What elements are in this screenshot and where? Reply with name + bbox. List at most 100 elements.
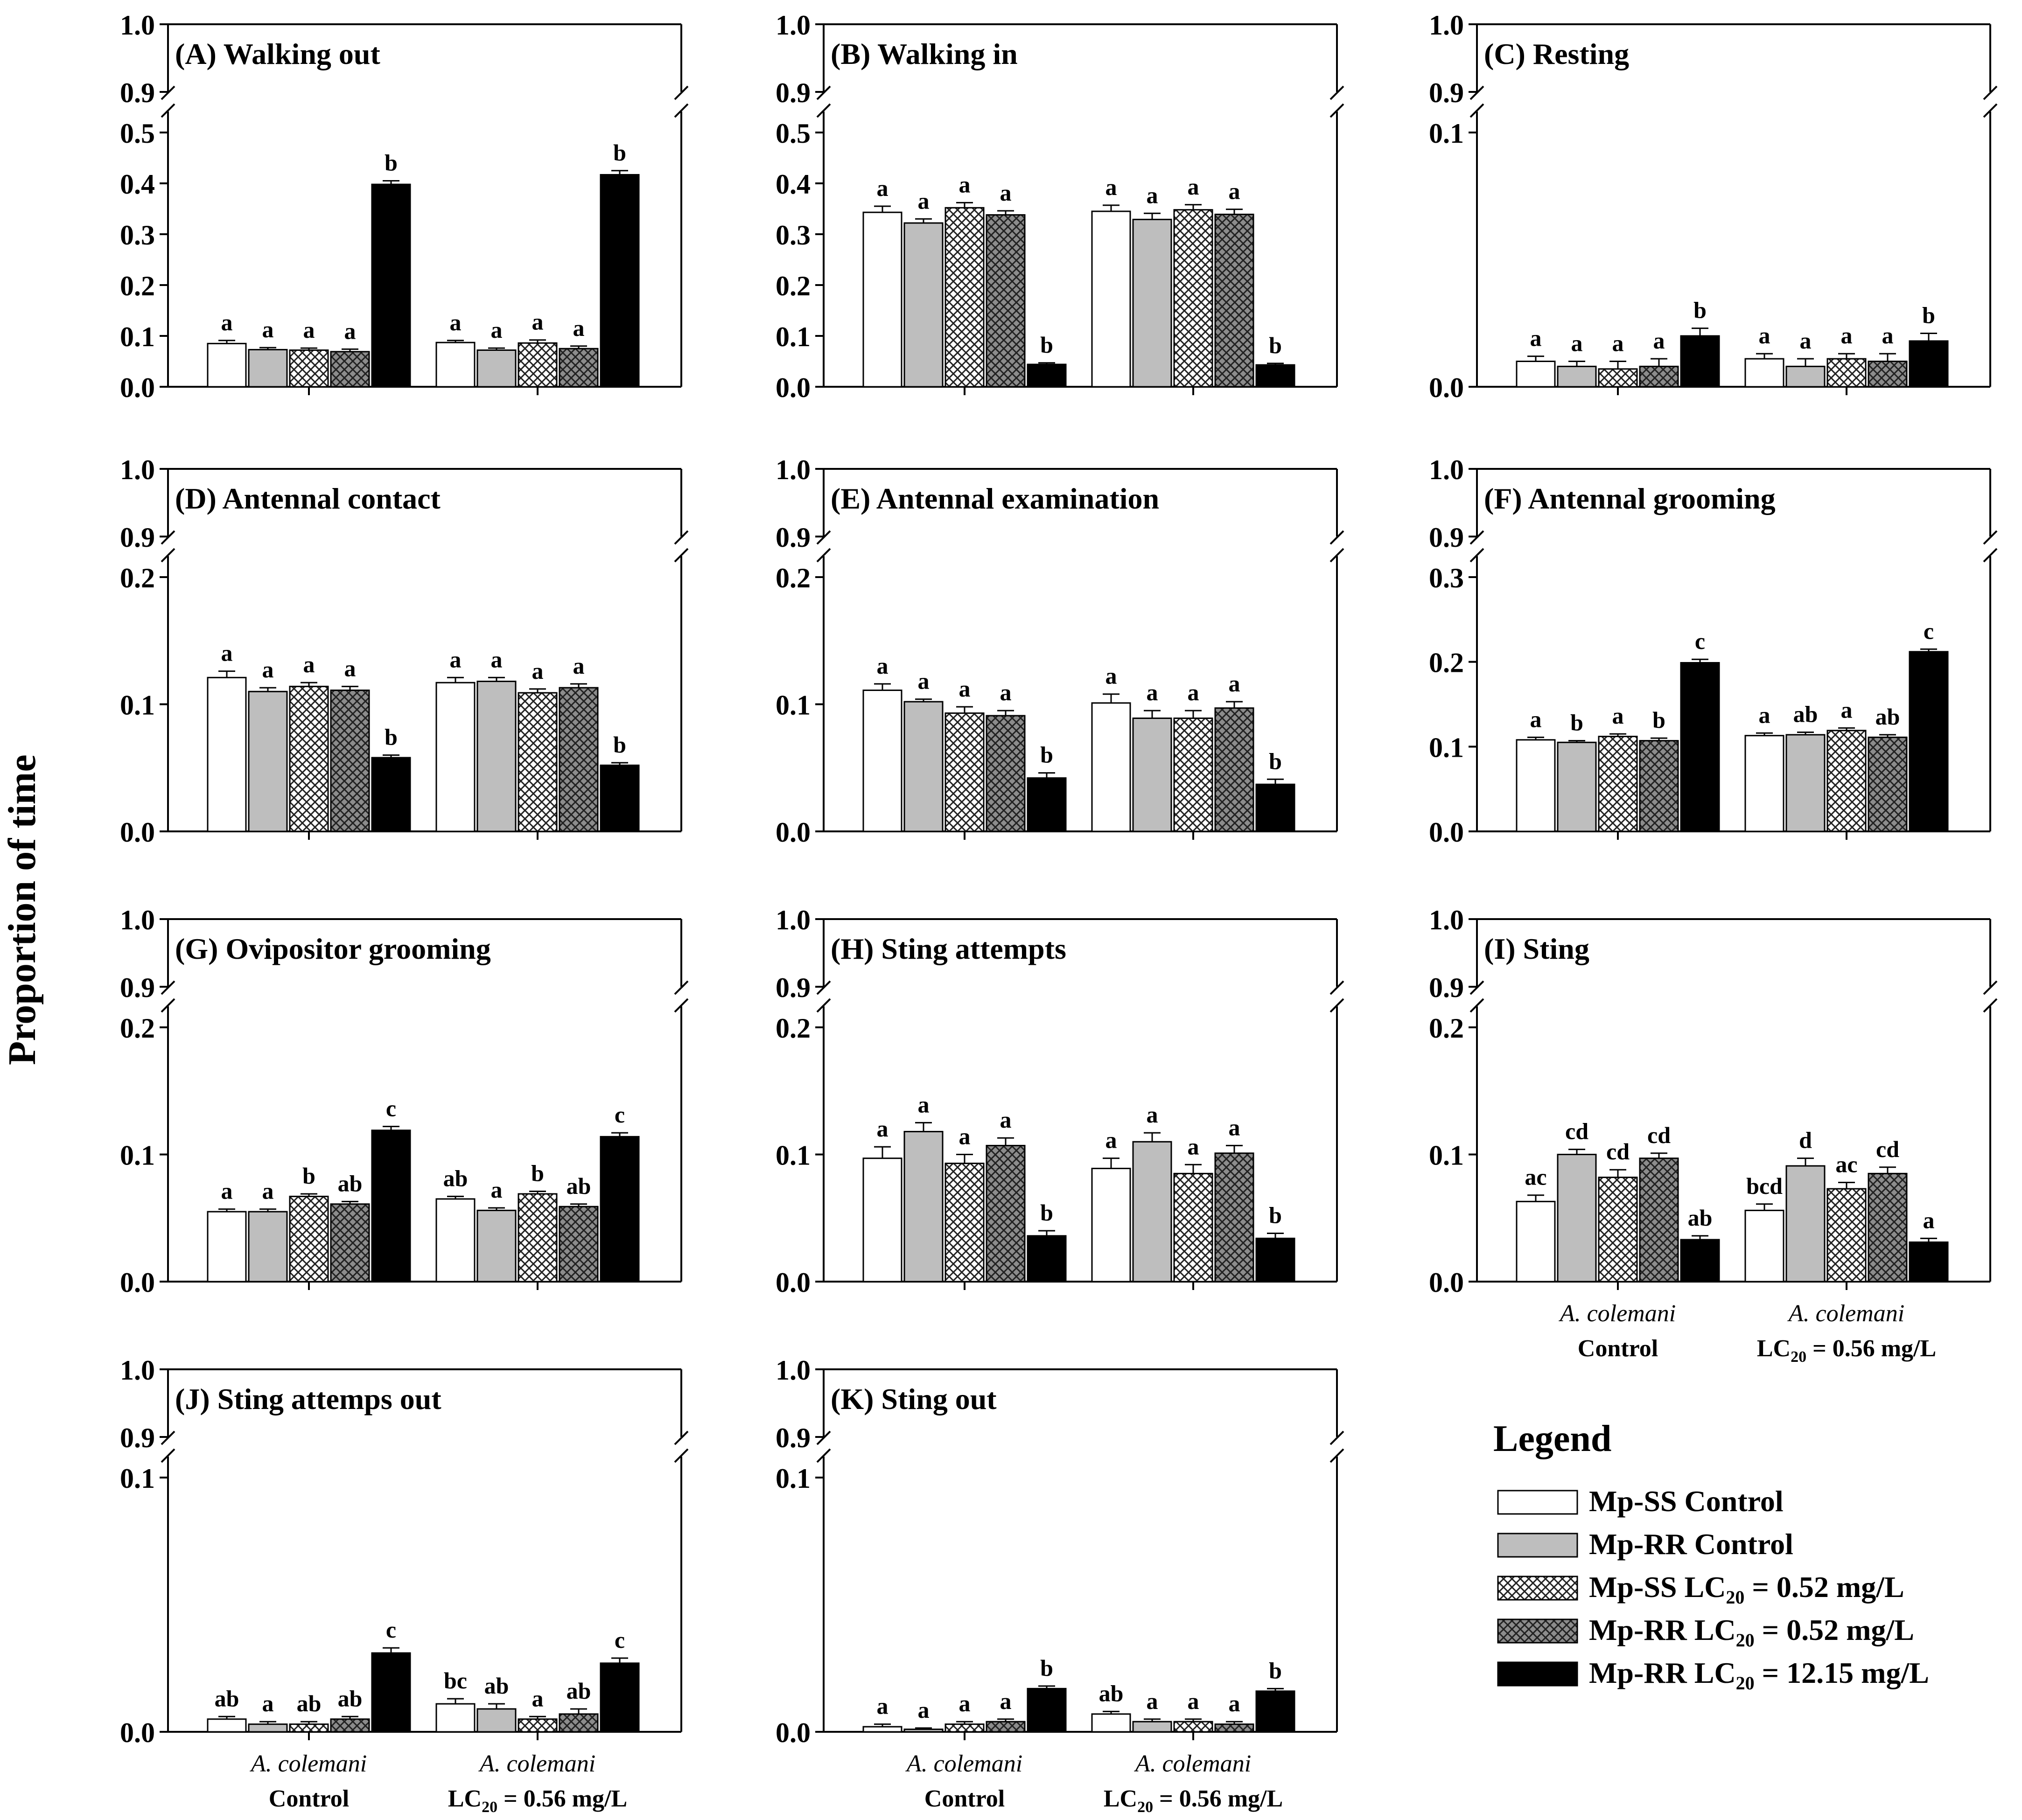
- significance-letter: a: [1188, 1688, 1199, 1714]
- significance-letter: a: [1229, 1690, 1240, 1716]
- significance-letter: a: [1882, 322, 1894, 349]
- bar: [1132, 218, 1172, 388]
- y-tick-label: 0.9: [776, 522, 811, 553]
- bar: [1785, 734, 1826, 832]
- significance-letter: a: [1188, 679, 1199, 705]
- axis-break-mark: [1329, 980, 1344, 1013]
- bar: [1744, 1209, 1784, 1283]
- bar: [1173, 1172, 1213, 1283]
- bar: [1173, 1721, 1213, 1733]
- bar: [1027, 777, 1067, 832]
- y-tick-label: 0.1: [1429, 732, 1464, 763]
- significance-letter: a: [1105, 663, 1117, 689]
- significance-letter: ab: [484, 1673, 509, 1699]
- y-tick-label: 0.1: [776, 1463, 811, 1494]
- y-tick-label: 0.5: [120, 118, 155, 149]
- bar: [1255, 1690, 1295, 1733]
- chart-panel: 1.00.90.00.10.2(I) Stingaccdcdcdabbcddac…: [1429, 905, 1998, 1366]
- bar: [600, 1662, 640, 1733]
- bar: [559, 1206, 599, 1283]
- x-group-label-line2: Control: [924, 1785, 1005, 1812]
- bar: [1214, 707, 1254, 832]
- significance-letter: a: [877, 175, 889, 201]
- significance-letter: a: [262, 656, 274, 683]
- bar: [1826, 730, 1867, 832]
- significance-letter: a: [532, 309, 544, 335]
- bar: [1516, 739, 1556, 832]
- y-tick-label: 1.0: [776, 1355, 811, 1386]
- bar: [1639, 365, 1679, 388]
- bar: [248, 349, 288, 388]
- bar: [1639, 740, 1679, 832]
- bar: [330, 1718, 370, 1733]
- bar: [559, 348, 599, 388]
- significance-letter: ab: [1875, 704, 1900, 730]
- x-group-label: A. colemani: [250, 1750, 367, 1777]
- significance-letter: ab: [215, 1685, 239, 1711]
- significance-letter: b: [1269, 1657, 1282, 1683]
- chart-title: (H) Sting attempts: [831, 932, 1066, 965]
- significance-letter: b: [385, 724, 398, 750]
- significance-letter: a: [1571, 330, 1583, 356]
- y-tick-label: 0.1: [120, 1463, 155, 1494]
- y-tick-label: 1.0: [776, 10, 811, 41]
- significance-letter: a: [1923, 1207, 1935, 1233]
- bar: [903, 1130, 944, 1283]
- bar: [476, 1209, 517, 1283]
- significance-letter: b: [613, 732, 626, 758]
- bar: [862, 1726, 903, 1733]
- significance-letter: a: [1759, 702, 1770, 728]
- significance-letter: a: [344, 318, 356, 344]
- bar: [1027, 1688, 1067, 1733]
- significance-letter: ab: [1099, 1680, 1124, 1706]
- bar: [1680, 1239, 1720, 1283]
- significance-letter: b: [1922, 302, 1935, 328]
- significance-letter: c: [386, 1095, 396, 1122]
- bar: [1598, 1177, 1638, 1283]
- significance-letter: a: [491, 1177, 503, 1203]
- significance-letter: a: [1147, 679, 1158, 705]
- legend: Legend Mp-SS Control Mp-RR Control Mp-SS LC…: [1493, 1418, 1929, 1694]
- bar: [945, 1723, 985, 1733]
- x-group-label: A. colemani: [478, 1750, 595, 1777]
- significance-letter: a: [1759, 322, 1770, 349]
- y-tick-label: 0.4: [120, 169, 155, 200]
- y-tick-label: 0.9: [1429, 522, 1464, 553]
- y-tick-label: 0.2: [120, 1013, 155, 1044]
- legend-title: Legend: [1493, 1418, 1611, 1459]
- y-tick-label: 0.2: [776, 563, 811, 593]
- significance-letter: a: [262, 1178, 274, 1204]
- significance-letter: a: [1188, 1133, 1199, 1159]
- significance-letter: a: [1530, 325, 1542, 351]
- bar: [518, 1718, 558, 1733]
- bar: [1557, 365, 1597, 388]
- significance-letter: a: [262, 1690, 274, 1716]
- significance-letter: a: [1188, 174, 1199, 200]
- significance-letter: a: [573, 315, 585, 341]
- bar: [207, 1718, 247, 1733]
- bar: [289, 1723, 329, 1733]
- bar: [1744, 358, 1784, 388]
- chart-title: (E) Antennal examination: [831, 482, 1159, 515]
- significance-letter: a: [450, 646, 462, 672]
- y-tick-label: 0.3: [120, 220, 155, 251]
- chart-panel: 1.0 0.9 0.0 0.1 (C) Resting a a a a b a a a a b: [1429, 10, 1998, 403]
- significance-letter: a: [491, 646, 503, 672]
- x-group-label: A. colemani: [1559, 1300, 1676, 1327]
- significance-letter: b: [1040, 742, 1053, 768]
- legend-swatch: [1497, 1533, 1578, 1558]
- bar: [476, 349, 517, 388]
- bar: [1868, 736, 1908, 832]
- significance-letter: a: [1530, 706, 1542, 732]
- bar: [330, 690, 370, 832]
- bar: [945, 207, 985, 388]
- bar: [559, 687, 599, 832]
- chart-panel: 1.0 0.9 0.0 0.1 0.2 0.3 (F) Antennal grooming a…: [1429, 454, 1998, 848]
- bar: [1255, 364, 1295, 388]
- bar: [1909, 1241, 1949, 1283]
- y-tick-label: 0.0: [1429, 1267, 1464, 1298]
- axis-break-mark: [1329, 85, 1344, 118]
- bar: [1091, 1713, 1131, 1733]
- significance-letter: a: [221, 640, 233, 666]
